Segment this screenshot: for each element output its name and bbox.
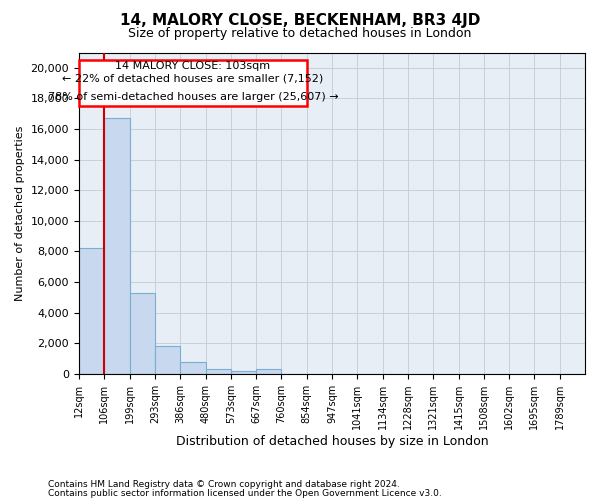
Text: Size of property relative to detached houses in London: Size of property relative to detached ho… (128, 28, 472, 40)
Text: 14, MALORY CLOSE, BECKENHAM, BR3 4JD: 14, MALORY CLOSE, BECKENHAM, BR3 4JD (120, 12, 480, 28)
Text: 14 MALORY CLOSE: 103sqm: 14 MALORY CLOSE: 103sqm (115, 62, 271, 72)
X-axis label: Distribution of detached houses by size in London: Distribution of detached houses by size … (176, 434, 488, 448)
Text: Contains public sector information licensed under the Open Government Licence v3: Contains public sector information licen… (48, 488, 442, 498)
Text: ← 22% of detached houses are smaller (7,152): ← 22% of detached houses are smaller (7,… (62, 74, 323, 84)
Bar (130, 292, 155, 374)
Text: 78% of semi-detached houses are larger (25,607) →: 78% of semi-detached houses are larger (… (47, 92, 338, 102)
Bar (180, 362, 206, 374)
FancyBboxPatch shape (79, 60, 307, 106)
Bar (206, 369, 231, 374)
Y-axis label: Number of detached properties: Number of detached properties (15, 126, 25, 301)
Bar (231, 370, 256, 374)
Text: Contains HM Land Registry data © Crown copyright and database right 2024.: Contains HM Land Registry data © Crown c… (48, 480, 400, 489)
Bar (256, 370, 281, 374)
Bar (155, 346, 180, 374)
Bar (104, 118, 130, 374)
Bar (79, 248, 104, 374)
